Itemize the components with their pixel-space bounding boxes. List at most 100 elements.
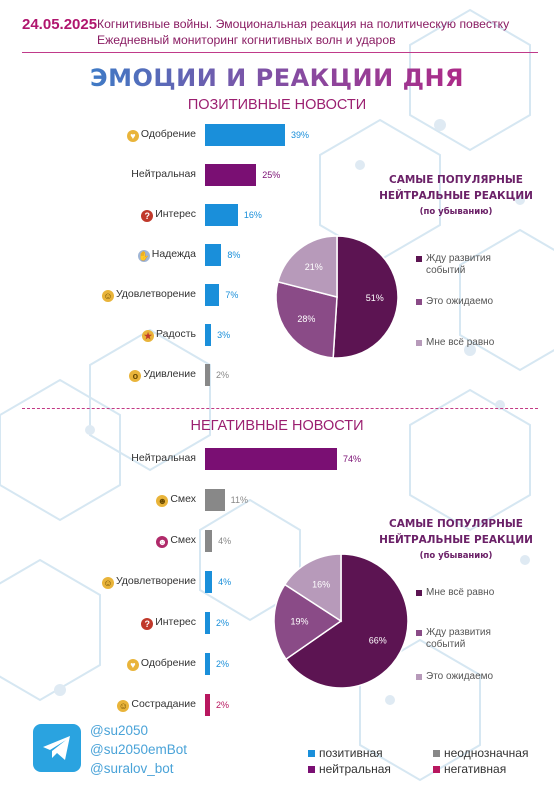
bar-value-label: 16% [243, 210, 262, 220]
bar-category-text: Интерес [155, 208, 196, 220]
bar [205, 530, 213, 552]
pie-slice-label: 21% [305, 262, 323, 272]
bar-value-label: 11% [230, 495, 248, 505]
bar-category-text: Интерес [155, 616, 196, 628]
negative-pie-title-text: САМЫЕ ПОПУЛЯРНЫЕ НЕЙТРАЛЬНЫЕ РЕАКЦИИ [379, 518, 533, 546]
footer-legend-swatch [308, 750, 315, 757]
bar [205, 364, 210, 386]
bar-category-label: ☻ Смех [20, 534, 196, 548]
pie-slice-label: 51% [366, 293, 384, 303]
bar-category-label: ☺ Удовлетворение [20, 288, 196, 302]
bar-category-text: Смех [170, 493, 196, 505]
smile-icon: ☺ [101, 577, 114, 589]
footer-legend-label: позитивная [319, 746, 383, 760]
legend-swatch [416, 674, 422, 680]
bar-value-label: 7% [225, 290, 239, 300]
footer-legend-label: нейтральная [319, 762, 391, 776]
legend-swatch [416, 590, 422, 596]
bar-category-label: ♥ Одобрение [20, 657, 196, 671]
smile-icon: ☺ [101, 290, 114, 302]
praying-hands-icon: ✋ [137, 250, 150, 262]
bar [205, 571, 213, 593]
question-icon: ? [141, 210, 154, 222]
star-eyes-icon: ★ [142, 330, 154, 342]
legend-swatch [416, 256, 422, 262]
bar-value-label: 3% [217, 330, 231, 340]
bar-value-label: 39% [291, 130, 310, 140]
legend-swatch [416, 340, 422, 346]
section-divider [22, 408, 538, 409]
bar [205, 612, 210, 634]
header-divider [22, 52, 538, 53]
pie-slice [277, 235, 338, 298]
grin-icon: ☻ [156, 495, 169, 507]
bar [205, 244, 222, 266]
bar-category-label: ☺ Удовлетворение [20, 575, 196, 589]
devil-icon: ☻ [156, 536, 169, 548]
telegram-logo-icon [33, 724, 81, 772]
bar-category-text: Удивление [143, 368, 196, 380]
pie-slice [283, 553, 342, 623]
negative-neutral-reactions-pie: 66% 19% 16% [273, 553, 409, 689]
legend-label: Мне всё равно [426, 337, 495, 348]
bar-value-label: 4% [218, 577, 232, 587]
report-subtitle-line1: Когнитивные войны. Эмоциональная реакция… [97, 17, 510, 31]
bar-value-label: 2% [216, 700, 230, 710]
bar-value-label: 2% [216, 618, 230, 628]
pie-slice-label: 28% [297, 314, 315, 324]
telegram-handle-bot[interactable]: @suralov_bot [90, 761, 174, 776]
bar-category-label: o Удивление [20, 368, 196, 382]
question-icon: ? [141, 618, 154, 630]
bar-value-label: 25% [262, 170, 281, 180]
bar-value-label: 2% [216, 370, 230, 380]
bar [205, 489, 225, 511]
footer-legend-swatch [433, 750, 440, 757]
pie-slice [332, 235, 399, 359]
report-date: 24.05.2025 [22, 16, 98, 33]
positive-pie-title: САМЫЕ ПОПУЛЯРНЫЕ НЕЙТРАЛЬНЫЕ РЕАКЦИИ (по… [372, 172, 540, 220]
legend-swatch [416, 630, 422, 636]
bar-category-text: Смех [170, 534, 196, 546]
bar-value-label: 74% [343, 454, 362, 464]
bar-category-text: Нейтральная [131, 168, 196, 180]
positive-pie-title-text: САМЫЕ ПОПУЛЯРНЫЕ НЕЙТРАЛЬНЫЕ РЕАКЦИИ [379, 174, 533, 202]
heart-icon: ♥ [126, 130, 139, 142]
legend-label: Это ожидаемо [426, 296, 494, 307]
bar [205, 204, 238, 226]
pleading-face-icon: ☺ [117, 700, 130, 712]
bar-value-label: 2% [216, 659, 230, 669]
bar-category-label: ★ Радость [20, 328, 196, 342]
bar [205, 284, 220, 306]
legend-swatch [416, 299, 422, 305]
negative-pie-title: САМЫЕ ПОПУЛЯРНЫЕ НЕЙТРАЛЬНЫЕ РЕАКЦИИ (по… [372, 516, 540, 564]
bar-category-label: ☻ Смех [20, 493, 196, 507]
bar-category-text: Удовлетворение [115, 288, 196, 300]
bar [205, 694, 210, 716]
negative-news-title: НЕГАТИВНЫЕ НОВОСТИ [190, 418, 364, 434]
footer-legend-swatch [308, 766, 315, 773]
pie-slice [273, 583, 343, 661]
bar-category-text: Радость [156, 328, 196, 340]
bar [205, 448, 337, 470]
telegram-plane-icon [43, 736, 70, 760]
bar-category-label: ☺ Сострадание [20, 698, 196, 712]
heart-icon: ♥ [126, 659, 139, 671]
pie-slice [275, 280, 338, 359]
pie-slice-label: 19% [290, 617, 308, 627]
bar-category-text: Нейтральная [131, 452, 196, 464]
telegram-handle-main[interactable]: @su2050 [90, 723, 148, 738]
bar-category-label: Нейтральная [20, 168, 196, 180]
legend-label: Жду развития событий [426, 253, 491, 276]
negative-pie-subtitle: (по убыванию) [419, 551, 493, 561]
bar-value-label: 4% [218, 536, 232, 546]
legend-label: Мне всё равно [426, 587, 495, 598]
telegram-handle-embot[interactable]: @su2050emBot [90, 742, 188, 757]
pie-slice-label: 66% [369, 635, 387, 645]
bar-category-label: Нейтральная [20, 452, 196, 464]
bar [205, 164, 257, 186]
positive-neutral-reactions-pie: 51% 28% 21% [275, 235, 399, 359]
bar-category-label: ? Интерес [20, 208, 196, 222]
legend-label: Жду развития событий [426, 627, 491, 650]
main-title: ЭМОЦИИ И РЕАКЦИИ ДНЯ [0, 64, 554, 92]
